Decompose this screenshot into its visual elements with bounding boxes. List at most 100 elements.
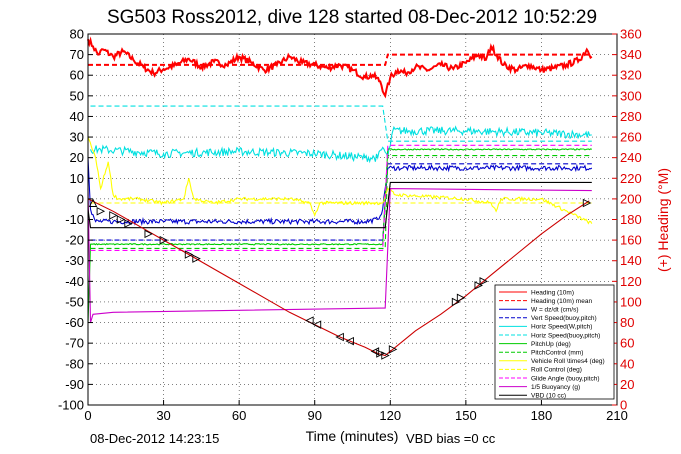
depth-marker [88, 198, 98, 207]
x-tick-label: 0 [84, 408, 91, 423]
legend: Heading (10m) Heading (10m) mean W = dz/dt… [494, 284, 615, 400]
y-tick-label: -60 [65, 315, 84, 330]
series-line-7 [90, 155, 592, 249]
y-tick-label: 60 [70, 68, 84, 83]
y-right-tick-label: 120 [620, 274, 642, 289]
series-line-12 [87, 181, 592, 229]
x-axis: 0 30 60 90 120 150 180 210 [84, 400, 628, 423]
y-right-tick-label: 40 [620, 356, 634, 371]
y-right-tick-label: 80 [620, 315, 634, 330]
series-line-11 [87, 188, 592, 323]
depth-marker [451, 297, 461, 307]
y-right-tick-label: 100 [620, 294, 642, 309]
depth-marker [335, 332, 344, 342]
y-right-tick-label: 240 [620, 150, 642, 165]
y-tick-label: 20 [70, 150, 84, 165]
x-tick-label: 30 [156, 408, 170, 423]
depth-marker [116, 215, 126, 224]
y-tick-label: -50 [65, 294, 84, 309]
depth-marker [159, 235, 169, 245]
y-right-tick-label: 300 [620, 88, 642, 103]
legend-entry: Horiz Speed(buoy,pitch) [531, 332, 600, 339]
depth-marker [144, 229, 153, 239]
series-layer [87, 36, 593, 357]
depth-marker [388, 345, 398, 354]
y-tick-label: 70 [70, 47, 84, 62]
legend-entry: Vehicle Roll \times4 (deg) [531, 358, 605, 365]
series-line-8 [87, 136, 593, 225]
depth-marker [376, 349, 385, 358]
y-tick-label: -40 [65, 274, 84, 289]
x-tick-label: 120 [379, 408, 401, 423]
depth-marker [109, 211, 118, 220]
y-tick-label: 40 [70, 109, 84, 124]
y-tick-label: -10 [65, 212, 84, 227]
x-tick-label: 90 [307, 408, 321, 423]
series-line-1 [88, 53, 592, 66]
depth-marker [582, 198, 592, 208]
marker-layer [88, 198, 592, 360]
legend-entry: Heading (10m) mean [531, 298, 592, 305]
y-right-tick-label: 260 [620, 130, 642, 145]
depth-marker [456, 293, 466, 303]
depth-marker [96, 207, 106, 216]
depth-marker [305, 316, 314, 325]
y-right-tick-label: 60 [620, 336, 634, 351]
depth-marker [345, 336, 354, 346]
y-right-tick-label: 140 [620, 253, 642, 268]
depth-marker [312, 320, 322, 329]
y-tick-label: 0 [77, 191, 84, 206]
y-right-tick-label: 360 [620, 27, 642, 42]
y-tick-label: -100 [58, 398, 84, 413]
depth-marker [184, 250, 194, 259]
x-tick-label: 150 [455, 408, 477, 423]
chart-title: SG503 Ross2012, dive 128 started 08-Dec-… [107, 7, 597, 28]
depth-marker [381, 351, 390, 360]
series-line-13 [87, 198, 590, 357]
y-right-tick-label: 220 [620, 171, 642, 186]
legend-entry: Glide Angle (buoy,pitch) [531, 375, 600, 382]
x-tick-label: 60 [232, 408, 246, 423]
y-tick-label: -80 [65, 356, 84, 371]
legend-entry: VBD (10 cc) [531, 393, 566, 400]
y-tick-label: 10 [70, 171, 84, 186]
depth-marker [124, 219, 133, 228]
y-axis-left: 80 70 60 50 40 30 20 10 0 -10 -20 -30 -40 -50 -60 -70 -8… [58, 27, 93, 413]
y-tick-label: -90 [65, 377, 84, 392]
legend-box [494, 284, 615, 400]
legend-entry: Heading (10m) [531, 289, 574, 296]
y-tick-label: -70 [65, 336, 84, 351]
series-line-5 [90, 105, 592, 142]
series-line-10 [90, 144, 592, 251]
series-line-4 [89, 125, 592, 164]
depth-marker [474, 281, 483, 290]
y-right-tick-label: 20 [620, 377, 634, 392]
y-right-tick-label: 180 [620, 212, 642, 227]
y-tick-label: -20 [65, 233, 84, 248]
y-tick-label: 30 [70, 130, 84, 145]
y-right-tick-label: 200 [620, 191, 642, 206]
y-right-tick-label: 280 [620, 109, 642, 124]
y-right-tick-label: 340 [620, 47, 642, 62]
y-axis-right-label: (+) Heading (°M) [655, 168, 671, 272]
legend-entry: PitchControl (mm) [531, 350, 583, 357]
x-axis-label: Time (minutes) [306, 428, 399, 444]
y-right-tick-label: 0 [620, 398, 627, 413]
y-tick-label: 50 [70, 88, 84, 103]
y-tick-label: -30 [65, 253, 84, 268]
legend-entry: Horiz Speed(W,pitch) [531, 324, 592, 331]
series-line-2 [87, 157, 593, 227]
legend-entry: 1/5 Buoyancy (g) [531, 384, 580, 391]
y-axis-right: 3603403203002802602402202001801601401201… [612, 27, 642, 413]
footer-timestamp: 08-Dec-2012 14:23:15 [90, 431, 219, 446]
legend-entry: PitchUp (deg) [531, 341, 571, 348]
x-tick-label: 180 [531, 408, 553, 423]
legend-entry: W = dz/dt (cm/s) [531, 307, 579, 314]
legend-entry: Vert Speed(buoy,pitch) [531, 315, 597, 322]
y-tick-label: 80 [70, 27, 84, 42]
footer-vbd-bias: VBD bias =0 cc [406, 431, 496, 446]
y-right-tick-label: 320 [620, 68, 642, 83]
series-line-6 [87, 148, 593, 323]
legend-entry: Roll Control (deg) [531, 367, 582, 374]
